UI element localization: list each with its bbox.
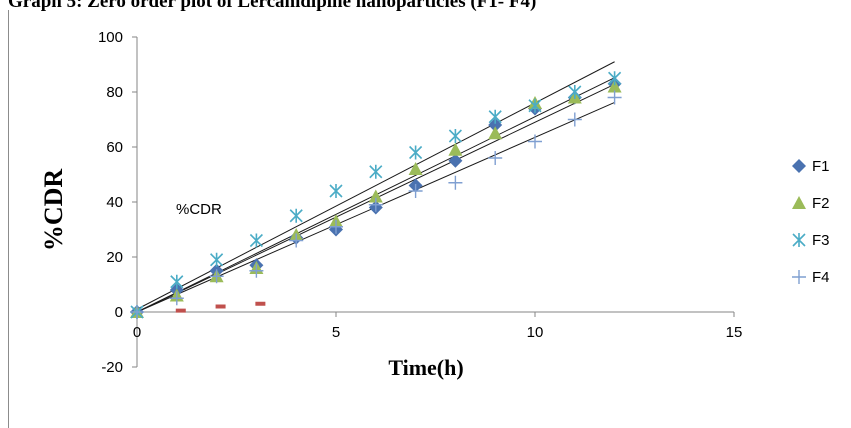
- point-f4: [607, 90, 622, 105]
- y-tick-label: 100: [98, 29, 123, 46]
- point-unlabeled: [255, 301, 266, 306]
- point-f3: [568, 85, 582, 99]
- point-f2: [408, 162, 423, 175]
- point-f2: [448, 142, 463, 156]
- y-tick-label: 80: [106, 84, 123, 101]
- point-f3: [448, 129, 462, 143]
- point-f3: [608, 71, 622, 86]
- y-tick-label: 20: [106, 249, 123, 266]
- point-f4: [249, 263, 264, 278]
- point-f3: [249, 233, 263, 248]
- point-f4: [488, 151, 503, 165]
- point-f2: [368, 189, 383, 203]
- legend-marker-f2: [792, 196, 806, 209]
- point-f4: [368, 197, 383, 212]
- point-f3: [210, 252, 224, 267]
- y-axis-title: %CDR: [39, 169, 68, 252]
- y-tick-label: 60: [106, 139, 123, 156]
- legend-marker-f4: [792, 270, 806, 284]
- point-f3: [409, 145, 423, 160]
- point-f3: [528, 98, 542, 113]
- legend-marker-f1: [792, 159, 806, 173]
- y-tick-label: -20: [101, 359, 123, 376]
- data-points: [130, 71, 622, 319]
- trend-lines: [136, 61, 615, 313]
- legend: F1 F2 F3 F4: [792, 158, 830, 286]
- point-f4: [448, 175, 463, 190]
- x-tick-label: 10: [527, 324, 544, 341]
- legend-label-f1: F1: [812, 158, 830, 175]
- point-f4: [209, 269, 224, 284]
- point-unlabeled: [215, 304, 226, 309]
- legend-label-f4: F4: [812, 269, 830, 286]
- point-f1: [488, 118, 503, 132]
- point-unlabeled: [175, 308, 186, 313]
- point-f4: [329, 219, 343, 234]
- legend-label-f2: F2: [812, 195, 830, 212]
- x-axis-title: Time(h): [388, 355, 463, 380]
- y-tick-label: 0: [115, 304, 123, 321]
- x-tick-label: 0: [133, 324, 141, 341]
- point-f4: [169, 291, 184, 306]
- point-f4: [289, 233, 304, 248]
- point-f3: [329, 184, 343, 198]
- point-f4: [408, 184, 423, 198]
- legend-label-f3: F3: [812, 232, 830, 249]
- point-f4: [130, 305, 144, 319]
- chart-frame: [8, 10, 844, 428]
- point-f3: [289, 208, 303, 223]
- y-tick-label: 40: [106, 194, 123, 211]
- chart-title: Graph 5: Zero order plot of Lercanidipin…: [8, 0, 537, 12]
- point-f2: [488, 126, 503, 140]
- legend-marker-f3: [792, 233, 806, 247]
- point-f3: [369, 164, 383, 179]
- trend-line-f3: [136, 61, 615, 310]
- point-f1: [448, 153, 463, 168]
- point-f3: [170, 274, 184, 289]
- point-f3: [488, 109, 502, 124]
- chart-annotation: %CDR: [176, 201, 222, 218]
- point-f4: [567, 112, 582, 127]
- point-f4: [528, 134, 542, 149]
- x-tick-label: 15: [726, 324, 743, 341]
- x-tick-label: 5: [332, 324, 340, 341]
- axes: -20 0 20 40 60 80 100 0 5 10 15: [98, 29, 742, 376]
- point-f2: [607, 79, 622, 93]
